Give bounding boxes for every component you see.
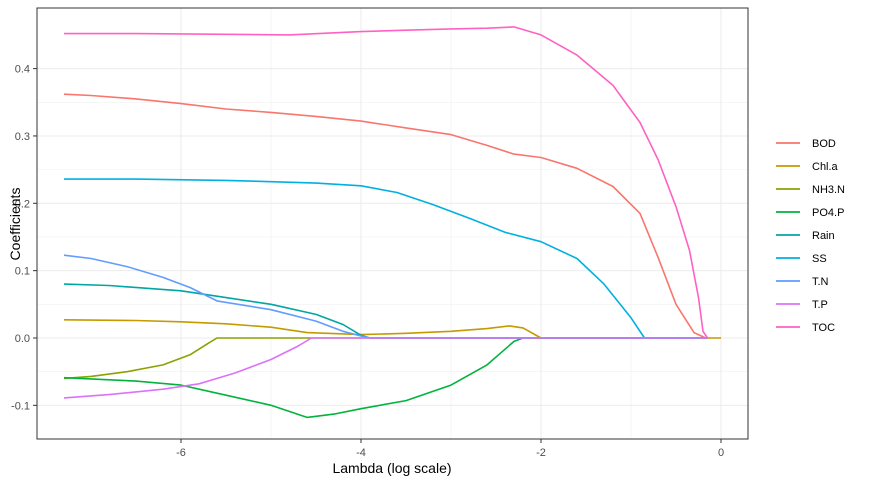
y-tick-label: -0.1 xyxy=(11,400,30,412)
y-tick-label: 0.0 xyxy=(15,333,30,345)
x-axis: -6 -4 -2 0 xyxy=(176,439,724,459)
series-lines xyxy=(63,26,721,419)
series-line-t-n xyxy=(63,254,708,339)
series-line-ss xyxy=(64,178,708,339)
legend-label-chl-a: Chl.a xyxy=(812,161,839,173)
series-line-po4-p xyxy=(63,337,708,419)
legend: BOD Chl.a NH3.N PO4.P Rain SS T.N T.P TOC xyxy=(776,138,845,334)
legend-label-nh3-n: NH3.N xyxy=(812,184,845,196)
series-line-nh3-n xyxy=(63,337,708,380)
y-tick-label: 0.4 xyxy=(15,64,30,76)
legend-label-po4-p: PO4.P xyxy=(812,207,844,219)
legend-label-t-p: T.P xyxy=(812,299,828,311)
series-line-t-p xyxy=(63,337,708,399)
legend-label-t-n: T.N xyxy=(812,276,829,288)
y-tick-label: 0.2 xyxy=(15,198,30,210)
legend-label-toc: TOC xyxy=(812,322,835,334)
y-tick-label: 0.3 xyxy=(15,131,30,143)
plot-panel xyxy=(37,8,748,439)
plot-panel-border xyxy=(36,7,749,440)
series-line-toc xyxy=(64,26,709,339)
legend-label-rain: Rain xyxy=(812,230,835,242)
minor-gridlines xyxy=(37,8,748,439)
x-tick-label: -4 xyxy=(356,447,366,459)
x-tick-label: 0 xyxy=(718,447,724,459)
series-line-chl-a xyxy=(63,319,721,339)
x-tick-label: -6 xyxy=(176,447,186,459)
legend-label-ss: SS xyxy=(812,253,827,265)
series-line-bod xyxy=(63,93,707,339)
y-tick-label: 0.1 xyxy=(15,266,30,278)
y-axis: -0.1 0.0 0.1 0.2 0.3 0.4 xyxy=(11,64,37,412)
y-axis-title: Coefficients xyxy=(7,188,23,261)
x-axis-title: Lambda (log scale) xyxy=(332,460,451,476)
legend-label-bod: BOD xyxy=(812,138,836,150)
x-tick-label: -2 xyxy=(536,447,546,459)
